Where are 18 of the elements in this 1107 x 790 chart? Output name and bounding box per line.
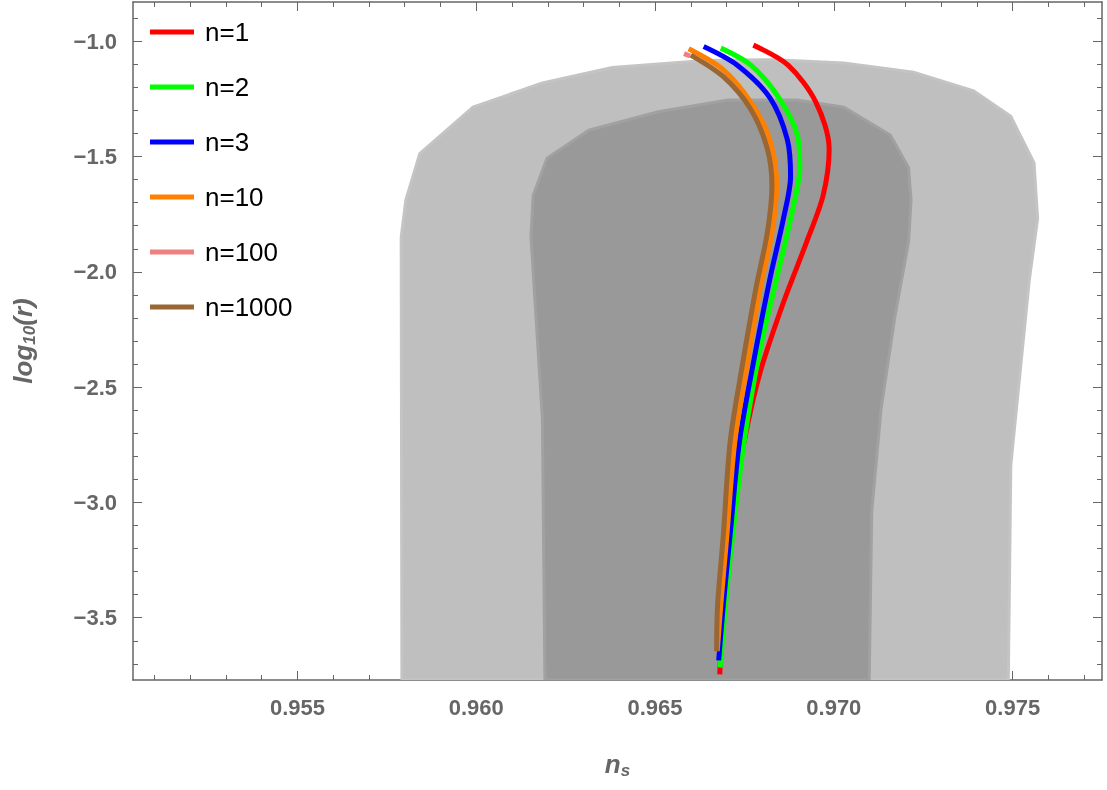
legend-label: n=100 — [205, 237, 279, 267]
y-tick-label: −1.0 — [73, 28, 117, 54]
legend-label: n=10 — [205, 182, 264, 212]
x-tick-label: 0.975 — [985, 694, 1041, 720]
x-tick-label: 0.965 — [627, 694, 683, 720]
legend-label: n=3 — [205, 127, 250, 157]
y-tick-label: −1.5 — [73, 144, 117, 170]
y-tick-label: −3.0 — [73, 489, 117, 515]
x-tick-label: 0.970 — [806, 694, 862, 720]
y-axis-title: log10(r) — [7, 298, 39, 384]
legend-label: n=1000 — [205, 292, 293, 322]
x-tick-label: 0.960 — [448, 694, 504, 720]
x-tick-label: 0.955 — [269, 694, 326, 720]
legend-label: n=2 — [205, 72, 250, 102]
legend-label: n=1 — [205, 17, 250, 47]
y-tick-label: −3.5 — [73, 605, 117, 631]
y-tick-label: −2.0 — [73, 259, 117, 285]
y-tick-label: −2.5 — [73, 374, 117, 400]
